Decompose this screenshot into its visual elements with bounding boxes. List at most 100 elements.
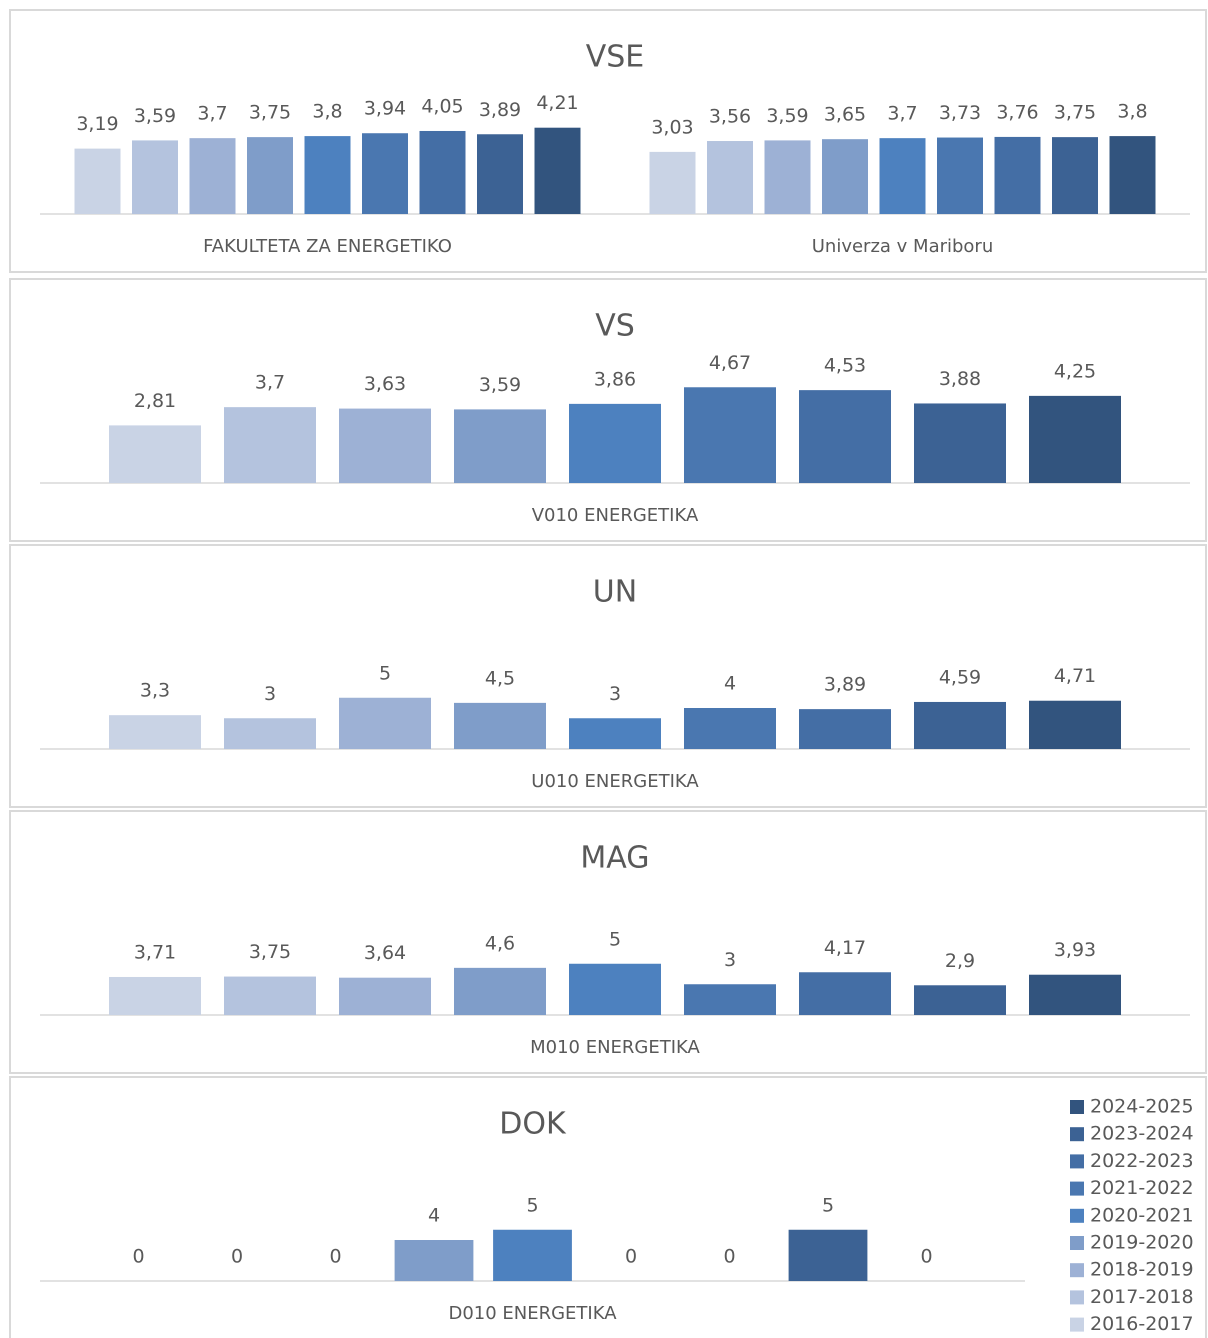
data-label: 3,56	[709, 106, 751, 128]
chart-title: UN	[593, 575, 637, 610]
bar	[109, 425, 201, 483]
bar	[454, 409, 546, 483]
data-label: 0	[625, 1246, 637, 1268]
legend-swatch	[1070, 1154, 1084, 1169]
panel	[9, 810, 1207, 1074]
panel	[9, 1076, 1207, 1338]
bar	[339, 697, 431, 749]
category-label: U010 ENERGETIKA	[531, 771, 699, 792]
data-label: 4,53	[824, 355, 866, 377]
bar	[394, 1240, 474, 1281]
data-label: 4,21	[536, 92, 578, 114]
category-label: M010 ENERGETIKA	[530, 1037, 700, 1058]
bar	[569, 718, 661, 749]
data-label: 4,25	[1054, 360, 1096, 382]
data-label: 5	[609, 928, 621, 950]
data-label: 5	[822, 1194, 834, 1216]
category-label: FAKULTETA ZA ENERGETIKO	[203, 236, 452, 257]
bar	[419, 130, 466, 214]
legend-swatch	[1070, 1317, 1084, 1332]
data-label: 3,03	[651, 116, 693, 138]
data-label: 3,93	[1054, 939, 1096, 961]
data-label: 3,86	[594, 368, 636, 390]
legend-swatch	[1070, 1181, 1084, 1196]
legend-label: 2023-2024	[1090, 1123, 1194, 1145]
data-label: 3,19	[76, 113, 118, 135]
bar	[362, 133, 408, 214]
legend-label: 2018-2019	[1090, 1259, 1194, 1281]
data-label: 3,63	[364, 373, 406, 395]
data-label: 3,59	[766, 105, 808, 127]
bar	[649, 151, 696, 214]
panel	[9, 9, 1207, 273]
data-label: 2,9	[945, 950, 975, 972]
bar	[493, 1229, 572, 1281]
legend-label: 2017-2018	[1090, 1286, 1194, 1308]
data-label: 0	[132, 1246, 144, 1268]
legend-swatch	[1070, 1290, 1084, 1305]
bar	[1029, 700, 1121, 749]
data-label: 3,75	[249, 102, 291, 124]
bar	[224, 407, 316, 483]
bar	[1052, 137, 1098, 214]
data-label: 3,73	[939, 102, 981, 124]
bar	[534, 127, 581, 214]
bar	[339, 977, 431, 1015]
data-label: 3,7	[255, 372, 285, 394]
data-label: 4,71	[1054, 665, 1096, 687]
data-label: 3	[609, 683, 621, 705]
bar	[1109, 136, 1156, 214]
bar	[339, 408, 431, 483]
data-label: 5	[526, 1194, 538, 1216]
bar	[879, 138, 926, 214]
data-label: 3,76	[996, 101, 1038, 123]
chart-title: MAG	[580, 841, 649, 876]
legend-swatch	[1070, 1208, 1084, 1223]
data-label: 4,5	[485, 667, 515, 689]
data-label: 4,05	[421, 95, 463, 117]
data-label: 3,8	[1117, 101, 1147, 123]
bar	[799, 390, 891, 483]
data-label: 3,7	[197, 103, 227, 125]
data-label: 3,88	[939, 368, 981, 390]
bar	[914, 985, 1006, 1015]
bar	[109, 976, 201, 1015]
legend-label: 2020-2021	[1090, 1204, 1194, 1226]
category-label: V010 ENERGETIKA	[532, 505, 699, 526]
panel	[9, 278, 1207, 542]
data-label: 4,59	[939, 666, 981, 688]
bar	[569, 403, 661, 483]
data-label: 0	[231, 1246, 243, 1268]
bar	[189, 138, 236, 214]
bar	[684, 708, 776, 749]
bar	[914, 403, 1006, 483]
bar	[74, 148, 121, 214]
chart-title: VSE	[586, 40, 645, 75]
category-label: Univerza v Mariboru	[812, 236, 994, 257]
data-label: 0	[329, 1246, 341, 1268]
data-label: 3,59	[479, 374, 521, 396]
legend-label: 2019-2020	[1090, 1232, 1194, 1254]
data-label: 4,67	[709, 352, 751, 374]
bar	[799, 709, 891, 749]
bar	[914, 701, 1006, 749]
bar	[109, 715, 201, 749]
bar	[1029, 395, 1121, 483]
data-label: 0	[920, 1246, 932, 1268]
bar	[707, 141, 753, 214]
bar	[684, 387, 776, 483]
data-label: 3	[724, 949, 736, 971]
data-label: 3,64	[364, 942, 406, 964]
bar	[788, 1229, 868, 1281]
bar	[799, 972, 891, 1015]
data-label: 4	[428, 1205, 440, 1227]
bar	[454, 702, 546, 749]
bar	[132, 140, 178, 214]
chart-title: VS	[595, 309, 635, 344]
data-label: 3,7	[887, 103, 917, 125]
bar	[994, 136, 1041, 214]
data-label: 4,6	[485, 932, 515, 954]
data-label: 4	[724, 673, 736, 695]
bar	[569, 963, 661, 1015]
data-label: 3,75	[249, 941, 291, 963]
